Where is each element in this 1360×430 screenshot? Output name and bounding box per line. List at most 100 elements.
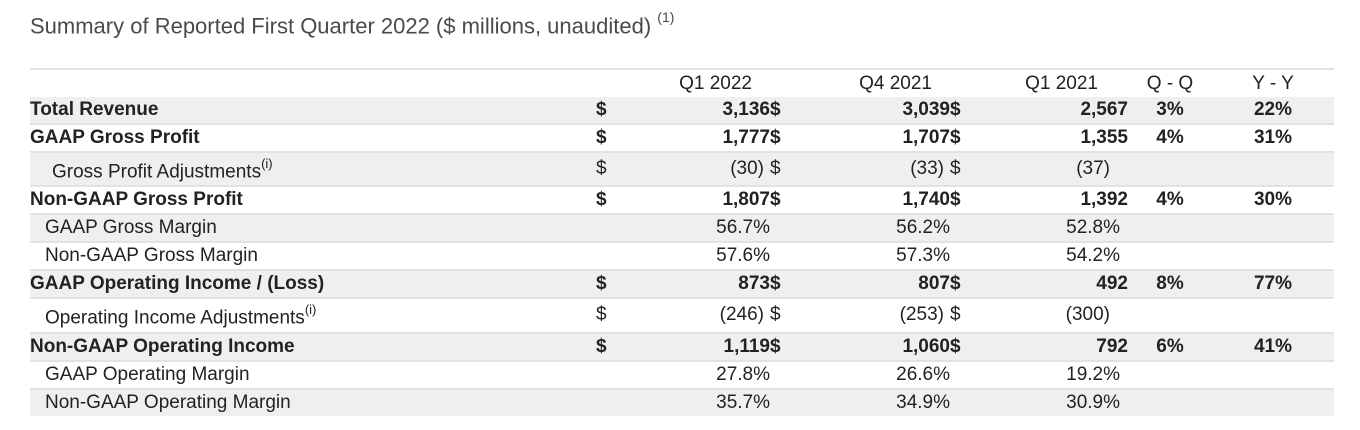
value-q1-2021: 19.2% xyxy=(1066,363,1120,385)
column-header-q1-2021: Q1 2021 xyxy=(1025,73,1098,94)
value-qq xyxy=(1128,361,1212,389)
value-yy xyxy=(1212,214,1334,242)
column-header-qq: Q - Q xyxy=(1146,73,1194,94)
row-label: Total Revenue xyxy=(30,99,159,120)
value-q1-2021: 792 xyxy=(1096,335,1128,357)
value-yy xyxy=(1212,361,1334,389)
currency-symbol: $ xyxy=(596,273,607,295)
value-q4-2021: 26.6% xyxy=(896,363,950,385)
footnote-mark: (i) xyxy=(304,302,317,318)
currency-symbol: $ xyxy=(596,127,607,148)
value-q1-2021: 492 xyxy=(1096,273,1128,295)
value-q1-2021: 54.2% xyxy=(1066,245,1120,267)
value-qq xyxy=(1128,152,1212,186)
row-label: GAAP Operating Income / (Loss) xyxy=(30,273,325,295)
currency-symbol: $ xyxy=(770,99,781,120)
row-label: Non-GAAP Operating Margin xyxy=(45,391,291,413)
value-yy xyxy=(1212,298,1334,332)
value-q4-2021: 807 xyxy=(918,273,950,295)
value-q1-2022: 3,136 xyxy=(722,99,770,120)
currency-symbol xyxy=(770,242,796,270)
value-yy xyxy=(1212,152,1334,186)
table-row: Total Revenue $ 3,136 $ 3,039 $ 2,567 3%… xyxy=(30,97,1334,124)
value-q1-2022: 35.7% xyxy=(716,391,770,413)
currency-symbol: $ xyxy=(596,335,607,357)
currency-symbol xyxy=(596,389,622,416)
row-label: Non-GAAP Gross Margin xyxy=(45,245,258,267)
currency-symbol xyxy=(950,389,976,416)
value-q1-2021: 1,392 xyxy=(1080,189,1128,211)
currency-symbol: $ xyxy=(770,304,781,326)
currency-symbol: $ xyxy=(596,99,607,120)
value-yy: 31% xyxy=(1253,127,1293,148)
header-label-blank xyxy=(30,71,596,97)
currency-symbol xyxy=(770,214,796,242)
header-row: Q1 2022 Q4 2021 Q1 2021 Q - Q Y - Y xyxy=(30,71,1334,97)
value-qq: 8% xyxy=(1156,273,1184,295)
row-label: Gross Profit Adjustments xyxy=(52,161,262,183)
title-footnote: (1) xyxy=(657,9,675,25)
value-q4-2021: 56.2% xyxy=(896,217,950,239)
row-label: Non-GAAP Gross Profit xyxy=(30,189,243,211)
value-q4-2021: (253) xyxy=(899,304,944,326)
value-q1-2022: (246) xyxy=(719,304,764,326)
currency-symbol xyxy=(596,242,622,270)
currency-symbol: $ xyxy=(950,189,961,211)
value-q4-2021: 34.9% xyxy=(896,391,950,413)
currency-symbol: $ xyxy=(596,158,607,180)
column-header-q1-2022: Q1 2022 xyxy=(679,73,752,94)
value-yy: 41% xyxy=(1253,335,1293,357)
table-row: GAAP Operating Income / (Loss) $ 873 $ 8… xyxy=(30,270,1334,299)
column-header-q4-2021: Q4 2021 xyxy=(859,73,932,94)
page-title: Summary of Reported First Quarter 2022 (… xyxy=(30,9,675,39)
value-qq xyxy=(1128,242,1212,270)
value-q4-2021: 1,707 xyxy=(902,127,950,148)
currency-symbol: $ xyxy=(950,158,961,180)
currency-symbol: $ xyxy=(950,127,961,148)
currency-symbol: $ xyxy=(770,127,781,148)
currency-symbol xyxy=(596,214,622,242)
value-q1-2022: 1,777 xyxy=(722,127,770,148)
table-row: Non-GAAP Operating Income $ 1,119 $ 1,06… xyxy=(30,332,1334,361)
value-yy: 22% xyxy=(1253,99,1293,120)
footnote-mark: (i) xyxy=(261,156,273,171)
currency-symbol: $ xyxy=(770,273,781,295)
title-text: Summary of Reported First Quarter 2022 (… xyxy=(30,13,652,39)
value-q1-2022: 873 xyxy=(738,273,770,295)
value-qq: 3% xyxy=(1156,99,1184,120)
value-yy xyxy=(1212,242,1334,270)
value-qq xyxy=(1128,389,1212,416)
row-label: GAAP Gross Margin xyxy=(45,217,217,239)
value-q4-2021: 3,039 xyxy=(902,99,950,120)
table-top-rule xyxy=(30,68,1334,70)
value-yy: 77% xyxy=(1253,273,1293,295)
row-label: Operating Income Adjustments xyxy=(45,307,305,329)
column-header-yy: Y - Y xyxy=(1252,73,1294,94)
currency-symbol xyxy=(950,361,976,389)
value-q1-2022: 1,807 xyxy=(722,189,770,211)
table-row: GAAP Operating Margin 27.8% 26.6% 19.2% xyxy=(30,361,1334,389)
table-row: Non-GAAP Operating Margin 35.7% 34.9% 30… xyxy=(30,388,1334,416)
summary-table: Q1 2022 Q4 2021 Q1 2021 Q - Q Y - Y Tota… xyxy=(30,71,1334,416)
currency-symbol: $ xyxy=(950,304,961,326)
row-label-cell: Operating Income Adjustments(i) xyxy=(30,298,596,332)
currency-symbol: $ xyxy=(950,99,961,120)
value-q1-2022: 56.7% xyxy=(716,217,770,239)
value-q1-2022: 1,119 xyxy=(723,335,771,357)
currency-symbol: $ xyxy=(770,158,781,180)
value-qq: 4% xyxy=(1156,127,1184,148)
table-row: Non-GAAP Gross Profit $ 1,807 $ 1,740 $ … xyxy=(30,186,1334,215)
currency-symbol xyxy=(596,361,622,389)
currency-symbol: $ xyxy=(596,304,607,326)
value-q4-2021: 1,060 xyxy=(902,335,950,357)
currency-symbol: $ xyxy=(950,335,961,357)
currency-symbol: $ xyxy=(770,335,781,357)
value-qq xyxy=(1128,214,1212,242)
currency-symbol: $ xyxy=(950,273,961,295)
table-row: Non-GAAP Gross Margin 57.6% 57.3% 54.2% xyxy=(30,242,1334,271)
currency-symbol: $ xyxy=(770,189,781,211)
row-label-cell: Gross Profit Adjustments(i) xyxy=(30,152,596,186)
currency-symbol xyxy=(950,242,976,270)
table-row: GAAP Gross Profit $ 1,777 $ 1,707 $ 1,35… xyxy=(30,124,1334,152)
row-label: Non-GAAP Operating Income xyxy=(30,335,295,357)
